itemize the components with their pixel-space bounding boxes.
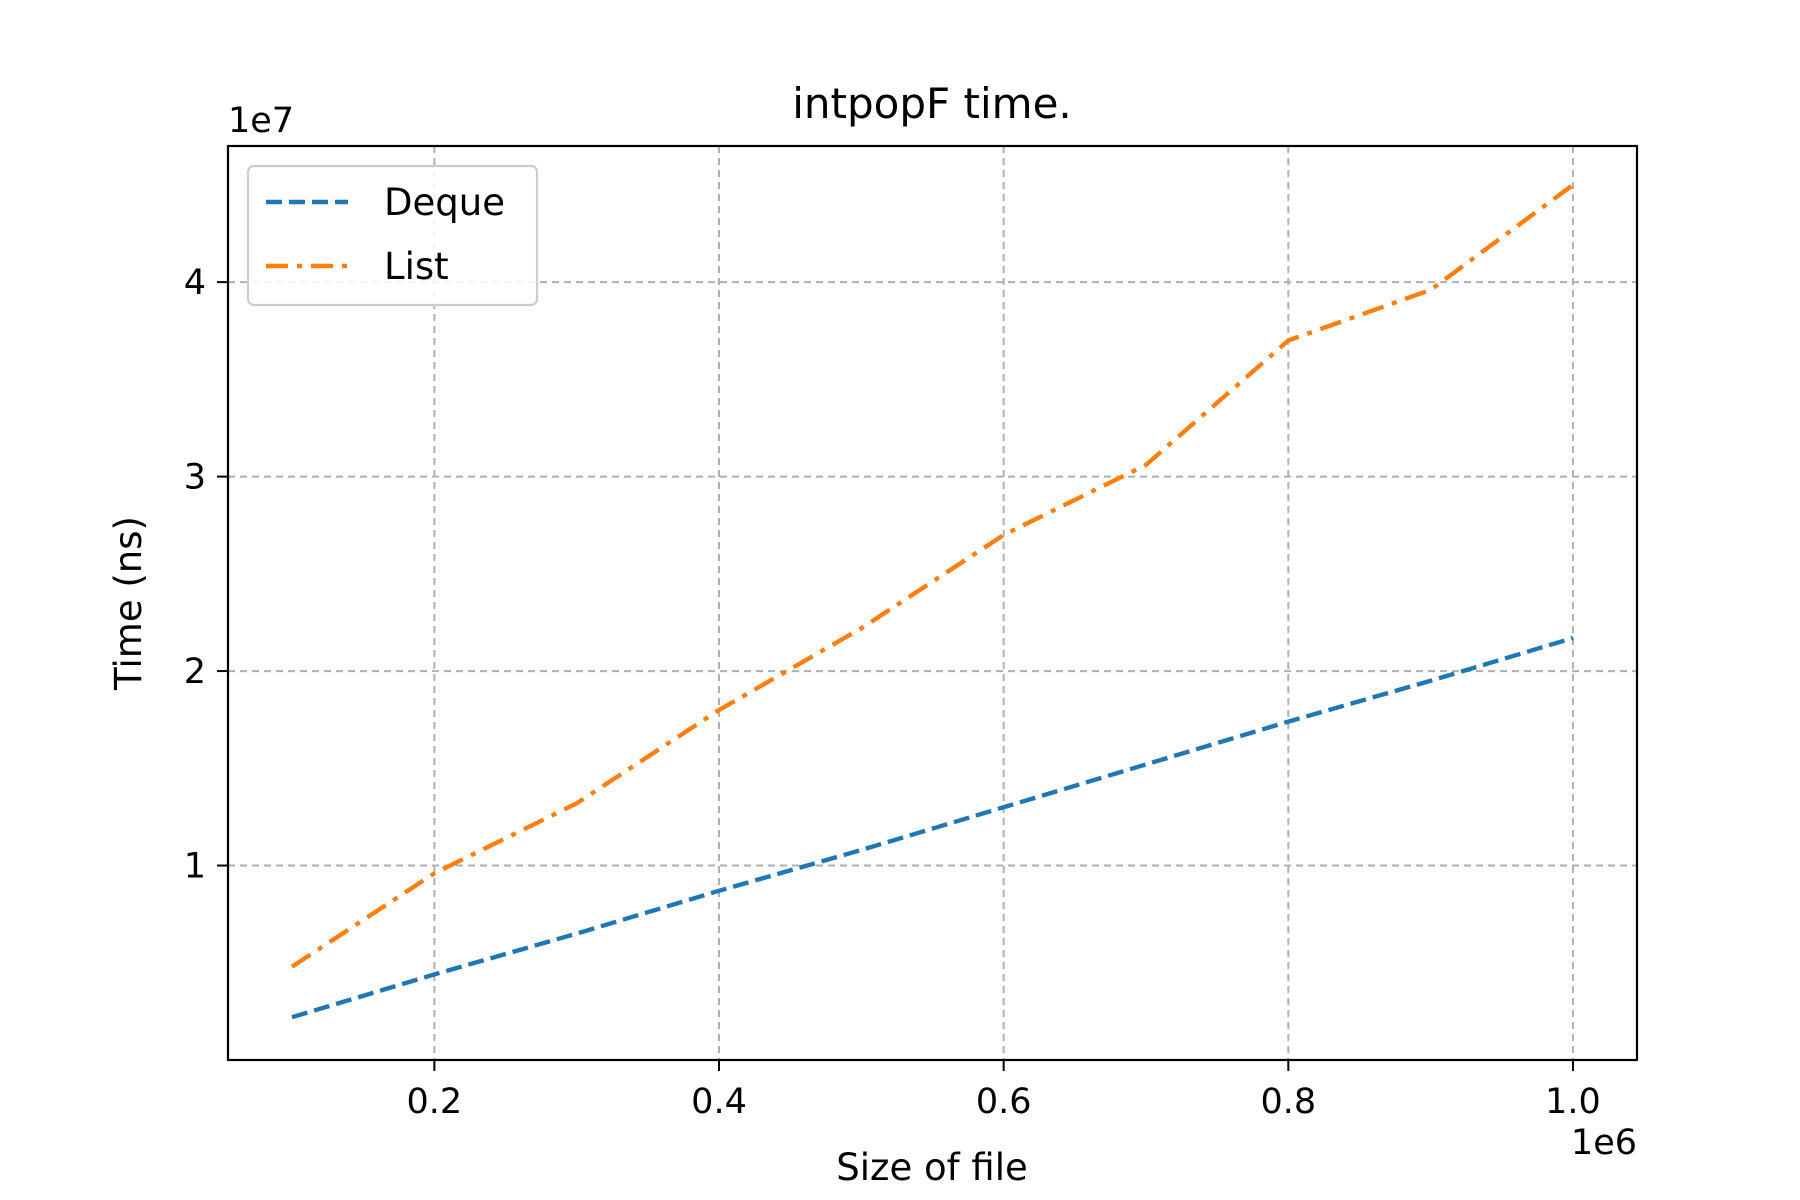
axis-ticks: 0.2 0.4 0.6 0.8 1.0 1 2 3 4 bbox=[184, 263, 1601, 1122]
y-tick-label: 1 bbox=[184, 847, 206, 887]
legend-label-list: List bbox=[384, 245, 449, 288]
x-offset-label: 1e6 bbox=[1571, 1123, 1637, 1163]
y-axis-label: Time (ns) bbox=[107, 516, 150, 691]
x-tick-label: 0.4 bbox=[691, 1082, 747, 1122]
y-offset-label: 1e7 bbox=[228, 101, 294, 141]
x-tick-label: 0.8 bbox=[1260, 1082, 1316, 1122]
x-tick-label: 0.2 bbox=[407, 1082, 463, 1122]
legend: Deque List bbox=[246, 164, 539, 307]
x-tick-label: 0.6 bbox=[976, 1082, 1032, 1122]
y-tick-label: 2 bbox=[184, 652, 206, 692]
chart-title: intpopF time. bbox=[792, 79, 1072, 128]
legend-label-deque: Deque bbox=[384, 181, 505, 224]
y-tick-label: 4 bbox=[184, 263, 206, 303]
series-line-deque bbox=[291, 635, 1574, 1020]
x-axis-label: Size of file bbox=[836, 1146, 1028, 1189]
x-tick-label: 1.0 bbox=[1545, 1082, 1601, 1122]
series-lines bbox=[290, 183, 1575, 1020]
plot-frame bbox=[226, 144, 1639, 1062]
y-tick-label: 3 bbox=[184, 458, 206, 498]
